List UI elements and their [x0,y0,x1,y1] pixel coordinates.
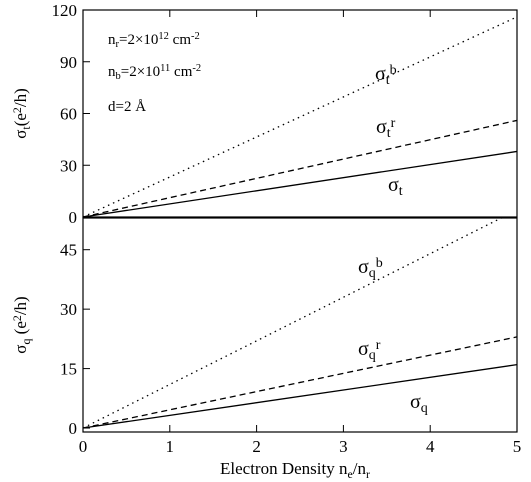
x-axis-label: Electron Density ne/nr [220,459,370,481]
text-part: b [116,71,121,82]
text-part: r [376,338,381,353]
text-part: cm [169,32,191,48]
text-part: -2 [191,31,200,42]
text-part: (e [11,321,30,338]
text-part: =2×10 [121,64,160,80]
x-tick-label: 5 [513,437,522,456]
series-line [83,150,517,217]
y-tick-label: 120 [52,1,78,20]
y-tick-label: 0 [69,419,78,438]
text-part: t [399,184,403,199]
x-tick-label: 0 [79,437,88,456]
annotation: σt [388,174,403,199]
y-tick-label: 90 [60,53,77,72]
y-tick-label: 0 [69,208,78,227]
text-part: σ [11,130,30,139]
x-tick-label: 2 [252,437,261,456]
text-part: n [108,32,116,48]
annotation: σq [410,391,428,416]
y-axis-label: σt(e2/h) [10,88,33,139]
annotation: d=2 Å [108,99,146,115]
text-part: (e [11,113,30,126]
y-tick-label: 15 [60,360,77,379]
text-part: 12 [158,31,169,42]
text-part: q [369,266,376,281]
text-part: q [369,348,376,363]
text-part: n [108,64,116,80]
text-part: σ [358,338,369,360]
text-part: r [116,39,120,50]
text-part: /n [353,459,367,478]
annotation: σtb [375,63,397,88]
y-tick-label: 30 [60,300,77,319]
y-axis-label: σq (e2/h) [10,296,33,353]
text-part: b [390,63,397,78]
series-line [83,363,517,429]
text-part: t [19,126,33,130]
annotation: σtr [376,116,396,141]
text-part: σ [11,345,30,354]
text-part: σ [410,391,421,413]
text-part: 11 [160,63,170,74]
y-tick-label: 30 [60,156,77,175]
text-part: /h) [11,88,30,107]
series-line [83,119,517,217]
text-part: σ [376,116,387,138]
text-part: σ [375,63,386,85]
text-part: cm [170,64,192,80]
series-line [83,336,517,429]
plot-frame [82,217,518,433]
annotation: nr=2×1012 cm-2 [108,31,200,50]
text-part: r [366,467,370,481]
text-part: =2×10 [119,32,158,48]
annotation: nb=2×1011 cm-2 [108,63,201,82]
y-tick-label: 45 [60,241,77,260]
text-part: -2 [192,63,201,74]
x-tick-label: 1 [166,437,175,456]
annotation: σqb [358,256,383,281]
series-line [83,218,503,429]
text-part: /h) [11,296,30,315]
y-tick-label: 60 [60,105,77,124]
text-part: q [421,401,428,416]
x-tick-label: 4 [426,437,435,456]
text-part: e [347,467,352,481]
text-part: r [391,116,396,131]
text-part: b [376,256,383,271]
text-part: 2 [10,107,24,113]
text-part: Electron Density n [220,459,348,478]
text-part: t [386,73,390,88]
text-part: σ [358,256,369,278]
x-tick-label: 3 [339,437,348,456]
text-part: q [19,339,33,345]
text-part: d=2 Å [108,99,146,115]
annotation: σqr [358,338,381,363]
text-part: 2 [10,315,24,321]
text-part: t [387,126,391,141]
text-part: σ [388,174,399,196]
